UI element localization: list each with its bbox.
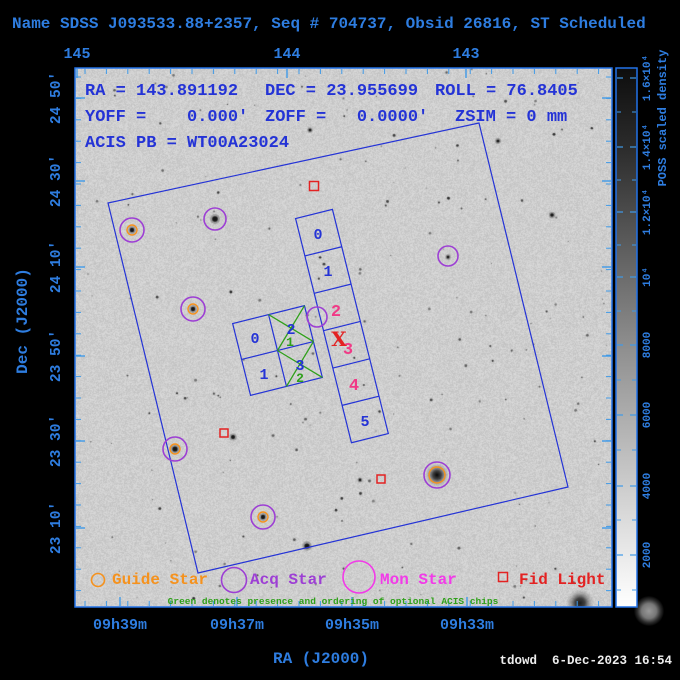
cb-tick-2000: 2000	[642, 541, 654, 569]
cb-tick-16e4: 1.6×10⁴	[642, 54, 654, 102]
fuzzy-galaxy-outside-plot	[634, 596, 664, 626]
fid-light-square	[308, 180, 320, 192]
acq-star-legend-icon	[220, 566, 248, 594]
info-yoff: YOFF = 0.000'	[85, 108, 249, 127]
acis-optional-chips-note: Green denotes presence and ordering of o…	[167, 596, 499, 607]
chip-label: 3	[295, 358, 304, 375]
chip-label: 4	[349, 377, 359, 396]
y-axis-title: Dec (J2000)	[14, 268, 32, 374]
acis-s-array	[294, 208, 390, 444]
chip-label: 1	[286, 335, 294, 350]
acq-star-circle	[306, 306, 328, 328]
guide-star-circle	[169, 443, 181, 455]
mon-star-legend-icon	[342, 560, 376, 594]
y-tick-2410: 24 10'	[49, 240, 65, 294]
info-dec: DEC = 23.955699	[265, 82, 419, 101]
dss-fov-outline	[107, 122, 569, 574]
guide-star-circle	[428, 466, 446, 484]
optional-chip-cross-marks	[268, 305, 323, 387]
axis-ticks	[76, 69, 636, 606]
guide-star-circle	[126, 224, 138, 236]
y-tick-2450: 24 50'	[49, 71, 65, 125]
acq-star-circle	[437, 245, 459, 267]
x-tick-09h33m: 09h33m	[439, 617, 495, 634]
acq-star-circle	[180, 296, 206, 322]
acq-star-circle	[203, 207, 227, 231]
info-zsim: ZSIM = 0 mm	[455, 108, 568, 127]
chip-label: 3	[343, 341, 353, 360]
guide-star-legend-icon	[90, 572, 106, 588]
y-tick-2430: 24 30'	[49, 154, 65, 208]
chip-label: 0	[313, 227, 322, 244]
chip-label: 2	[286, 322, 295, 339]
x-top-tick-144: 144	[273, 46, 301, 63]
acq-star-circle	[250, 504, 276, 530]
y-tick-2330: 23 30'	[49, 414, 65, 468]
sky-image	[75, 68, 612, 607]
cb-tick-1e4: 10⁴	[642, 267, 654, 287]
x-tick-09h35m: 09h35m	[324, 617, 380, 634]
chip-label: 2	[296, 371, 304, 386]
fid-light-legend-icon	[497, 571, 509, 583]
acq-star-circle	[119, 217, 145, 243]
aimpoint-marker: X	[331, 327, 347, 351]
cb-tick-4000: 4000	[642, 472, 654, 500]
y-tick-2310: 23 10'	[49, 501, 65, 555]
x-tick-09h37m: 09h37m	[209, 617, 265, 634]
y-tick-2350: 23 50'	[49, 329, 65, 383]
cb-tick-6000: 6000	[642, 401, 654, 429]
observation-title: Name SDSS J093533.88+2357, Seq # 704737,…	[12, 15, 646, 33]
legend-fid-light: Fid Light	[519, 571, 606, 589]
info-zoff: ZOFF = 0.0000'	[265, 108, 429, 127]
fid-light-square	[219, 428, 229, 438]
info-roll: ROLL = 76.8405	[435, 82, 578, 101]
user-datetime-stamp: tdowd 6-Dec-2023 16:54	[499, 654, 672, 668]
acq-star-circle	[162, 436, 188, 462]
colorbar-title: POSS scaled density	[656, 49, 670, 187]
guide-star-circle	[187, 303, 199, 315]
plot-frame	[74, 67, 613, 608]
fid-light-square	[376, 474, 386, 484]
legend-acq-star: Acq Star	[250, 571, 327, 589]
legend-guide-star: Guide Star	[112, 571, 209, 589]
x-axis-title: RA (J2000)	[272, 650, 370, 668]
chip-label: 1	[259, 367, 268, 384]
guide-star-circle	[257, 511, 269, 523]
cb-tick-14e4: 1.4×10⁴	[642, 123, 654, 171]
colorbar	[615, 67, 638, 608]
chip-label: 1	[323, 264, 332, 281]
acis-i-array	[231, 304, 324, 397]
cb-tick-8000: 8000	[642, 331, 654, 359]
cb-tick-12e4: 1.2×10⁴	[642, 188, 654, 236]
star-markers: X	[119, 180, 459, 530]
legend-mon-star: Mon Star	[380, 571, 457, 589]
acq-star-circle	[423, 461, 451, 489]
info-acis-pb: ACIS PB = WT00A23024	[85, 134, 290, 153]
x-top-tick-145: 145	[63, 46, 91, 63]
x-top-tick-143: 143	[452, 46, 480, 63]
chip-label: 0	[250, 331, 259, 348]
chip-label: 2	[331, 303, 341, 322]
x-tick-09h39m: 09h39m	[92, 617, 148, 634]
chip-label: 5	[360, 414, 369, 431]
info-ra: RA = 143.891192	[85, 82, 239, 101]
